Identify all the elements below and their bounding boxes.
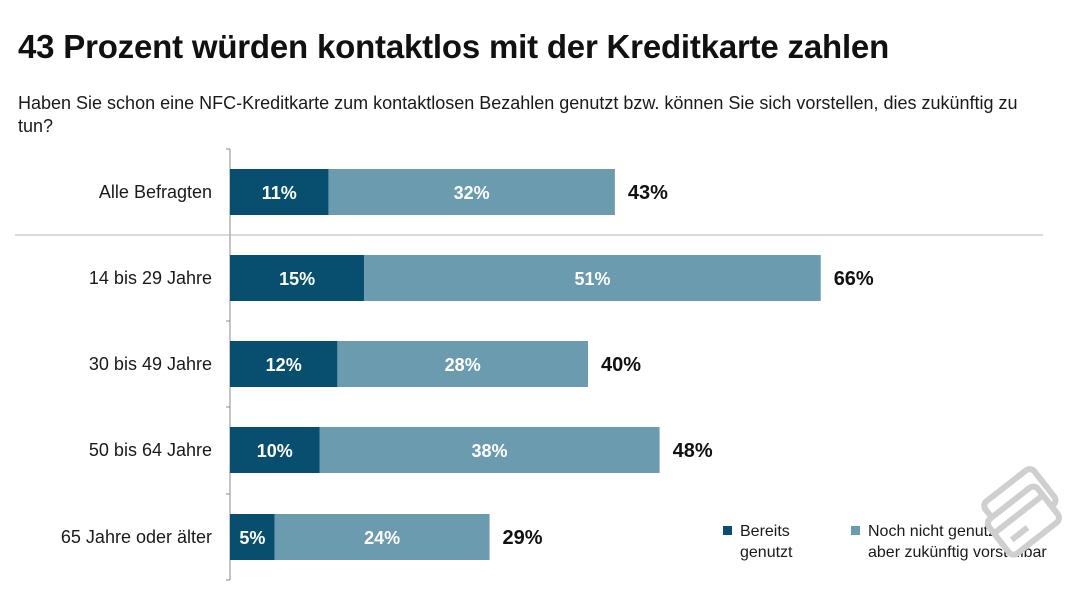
category-label: 50 bis 64 Jahre (89, 440, 212, 460)
segment-value-label: 32% (454, 183, 490, 203)
segment-value-label: 12% (266, 355, 302, 375)
total-value-label: 66% (834, 268, 874, 290)
legend-label: Noch nicht genutzt, (868, 523, 1005, 540)
bar-segment-used (230, 514, 275, 560)
credit-card-icon (981, 466, 1062, 558)
bar-segment-imaginable (328, 169, 615, 215)
segment-value-label: 28% (445, 355, 481, 375)
bar-segment-imaginable (364, 255, 821, 301)
category-label: 14 bis 29 Jahre (89, 268, 212, 288)
total-value-label: 48% (673, 440, 713, 462)
segment-value-label: 11% (262, 183, 297, 203)
category-label: 30 bis 49 Jahre (89, 354, 212, 374)
category-label: Alle Befragten (99, 182, 212, 202)
chart-subtitle: Haben Sie schon eine NFC-Kreditkarte zum… (18, 93, 1018, 136)
bar-segment-used (230, 255, 365, 301)
legend-swatch (723, 526, 732, 535)
total-value-label: 29% (503, 527, 543, 549)
segment-value-label: 5% (239, 528, 265, 548)
bar-segment-used (230, 169, 329, 215)
legend-label: Bereits (740, 523, 790, 540)
legend-label: genutzt (740, 544, 793, 561)
segment-value-label: 24% (364, 528, 400, 548)
bar-segment-imaginable (337, 341, 588, 387)
total-value-label: 43% (628, 182, 668, 204)
total-value-label: 40% (601, 354, 641, 376)
bar-segment-used (230, 341, 338, 387)
segment-value-label: 38% (472, 441, 508, 461)
bar-segment-used (230, 427, 320, 473)
bar-segment-imaginable (274, 514, 490, 560)
bar-segment-imaginable (319, 427, 660, 473)
segment-value-label: 10% (257, 441, 293, 461)
legend-swatch (851, 526, 860, 535)
category-label: 65 Jahre oder älter (61, 527, 212, 547)
segment-value-label: 15% (279, 269, 315, 289)
segment-value-label: 51% (574, 269, 610, 289)
chart-title: 43 Prozent würden kontaktlos mit der Kre… (18, 28, 890, 65)
